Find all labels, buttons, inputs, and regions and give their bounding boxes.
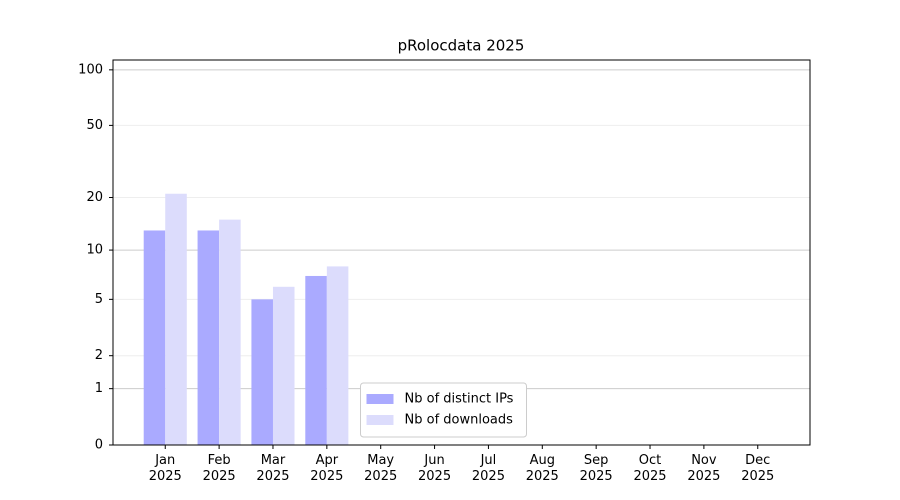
legend-box <box>360 382 527 438</box>
y-tick-label: 1 <box>95 381 103 396</box>
bar <box>272 286 295 445</box>
x-tick-label: Jan 2025 <box>148 453 182 484</box>
legend-swatch <box>366 415 394 425</box>
y-tick-label: 0 <box>95 438 103 453</box>
x-tick-label: Dec 2025 <box>741 453 775 484</box>
x-tick-label: Feb 2025 <box>202 453 236 484</box>
x-tick-label: Aug 2025 <box>525 453 559 484</box>
legend-swatch <box>366 394 394 404</box>
legend-label: Nb of distinct IPs <box>405 392 514 407</box>
legend-label: Nb of downloads <box>405 413 514 428</box>
x-tick-label: May 2025 <box>364 453 398 484</box>
bar <box>305 275 327 445</box>
y-tick-label: 20 <box>86 190 103 205</box>
plot-frame <box>112 59 811 446</box>
y-tick-label: 100 <box>78 62 103 77</box>
y-tick-label: 5 <box>95 292 103 307</box>
x-tick-label: Mar 2025 <box>256 453 290 484</box>
x-tick-label: Sep 2025 <box>579 453 613 484</box>
y-tick-label: 2 <box>95 348 103 363</box>
x-tick-label: Nov 2025 <box>687 453 721 484</box>
bar <box>326 266 349 445</box>
y-tick-label: 50 <box>86 118 103 133</box>
bar <box>197 230 220 445</box>
bar <box>251 299 273 445</box>
bar <box>219 219 241 445</box>
x-tick-label: Apr 2025 <box>310 453 344 484</box>
bar <box>143 230 166 445</box>
bar <box>165 193 187 445</box>
x-tick-label: Oct 2025 <box>633 453 667 484</box>
x-tick-label: Jun 2025 <box>418 453 452 484</box>
x-tick-label: Jul 2025 <box>471 453 505 484</box>
chart-title: pRolocdata 2025 <box>398 37 525 55</box>
y-tick-label: 10 <box>86 243 103 258</box>
